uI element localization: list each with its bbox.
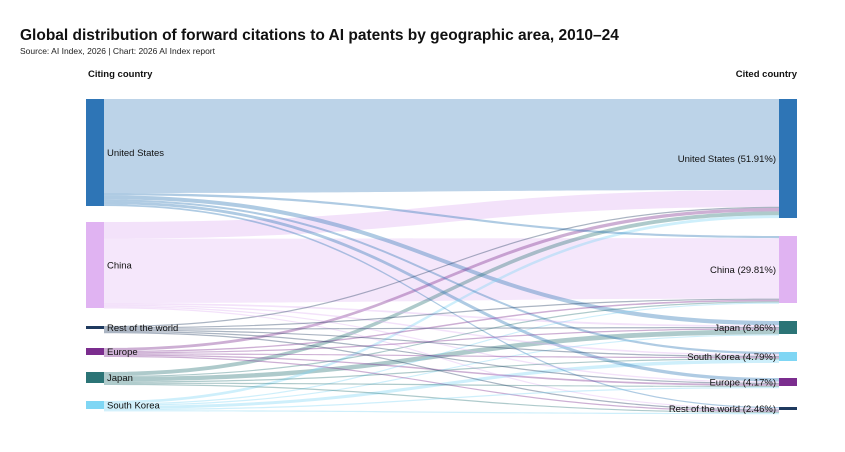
- flow-united-states-to-japan: [104, 195, 779, 326]
- flow-united-states-to-china: [104, 192, 779, 239]
- flow-china-to-rest-of-the-world: [104, 307, 779, 410]
- flow-south-korea-to-japan: [104, 334, 779, 407]
- flow-japan-to-europe: [104, 382, 779, 388]
- flow-south-korea-to-south-korea: [104, 359, 779, 409]
- flow-south-korea-to-europe: [104, 387, 779, 411]
- target-node-rest-of-the-world: [779, 407, 797, 410]
- source-label-europe: Europe: [107, 347, 138, 358]
- flow-united-states-to-rest-of-the-world: [104, 204, 779, 409]
- target-node-japan: [779, 321, 797, 334]
- flow-europe-to-rest-of-the-world: [104, 355, 779, 412]
- target-label-rest-of-the-world: Rest of the world (2.46%): [669, 404, 776, 415]
- flow-europe-to-united-states: [104, 208, 779, 351]
- source-label-rest-of-the-world: Rest of the world: [107, 323, 178, 334]
- source-label-united-states: United States: [107, 148, 164, 159]
- target-node-united-states: [779, 99, 797, 218]
- chart-source: Source: AI Index, 2026 | Chart: 2026 AI …: [20, 46, 215, 56]
- flow-europe-to-japan: [104, 328, 779, 354]
- chart-title: Global distribution of forward citations…: [20, 27, 619, 44]
- flow-south-korea-to-united-states: [104, 215, 779, 404]
- target-label-united-states: United States (51.91%): [678, 154, 776, 165]
- flow-europe-to-europe: [104, 354, 779, 386]
- flow-japan-to-japan: [104, 329, 779, 382]
- source-label-china: China: [107, 261, 133, 272]
- flow-rest-of-the-world-to-south-korea: [104, 329, 779, 358]
- flow-united-states-to-south-korea: [104, 199, 779, 355]
- target-label-south-korea: South Korea (4.79%): [687, 352, 776, 363]
- target-label-europe: Europe (4.17%): [709, 378, 776, 389]
- flow-rest-of-the-world-to-united-states: [104, 206, 779, 328]
- labels-layer: United States China Rest of the world Europ…: [107, 148, 776, 415]
- flow-china-to-china: [104, 238, 779, 304]
- flow-europe-to-china: [104, 299, 779, 353]
- flow-united-states-to-united-states: [104, 99, 779, 193]
- flow-rest-of-the-world-to-europe: [104, 330, 779, 385]
- flow-china-to-japan: [104, 303, 779, 328]
- source-node-south-korea: [86, 401, 104, 409]
- flow-japan-to-china: [104, 301, 779, 378]
- flow-united-states-to-europe: [104, 201, 779, 382]
- flow-europe-to-south-korea: [104, 353, 779, 359]
- left-column-header: Citing country: [88, 69, 153, 80]
- target-node-south-korea: [779, 352, 797, 361]
- flow-south-korea-to-china: [104, 302, 779, 405]
- flow-china-to-europe: [104, 306, 779, 383]
- target-node-china: [779, 236, 797, 303]
- flow-japan-to-rest-of-the-world: [104, 383, 779, 413]
- source-node-europe: [86, 348, 104, 355]
- flow-china-to-south-korea: [104, 304, 779, 356]
- target-node-europe: [779, 378, 797, 386]
- source-label-japan: Japan: [107, 373, 133, 384]
- flow-japan-to-south-korea: [104, 358, 779, 383]
- flow-japan-to-united-states: [104, 211, 779, 376]
- source-node-rest-of-the-world: [86, 326, 104, 329]
- target-label-japan: Japan (6.86%): [714, 323, 776, 334]
- flows-layer: [104, 99, 779, 415]
- target-label-china: China (29.81%): [710, 265, 776, 276]
- source-node-china: [86, 222, 104, 308]
- source-label-south-korea: South Korea: [107, 401, 161, 412]
- source-node-japan: [86, 372, 104, 383]
- flow-rest-of-the-world-to-china: [104, 298, 779, 329]
- nodes-layer: [86, 99, 797, 410]
- flow-south-korea-to-rest-of-the-world: [104, 410, 779, 415]
- flow-rest-of-the-world-to-japan: [104, 327, 779, 330]
- flow-rest-of-the-world-to-rest-of-the-world: [104, 332, 779, 411]
- right-column-header: Cited country: [735, 69, 797, 80]
- flow-china-to-united-states: [104, 190, 779, 239]
- source-node-united-states: [86, 99, 104, 206]
